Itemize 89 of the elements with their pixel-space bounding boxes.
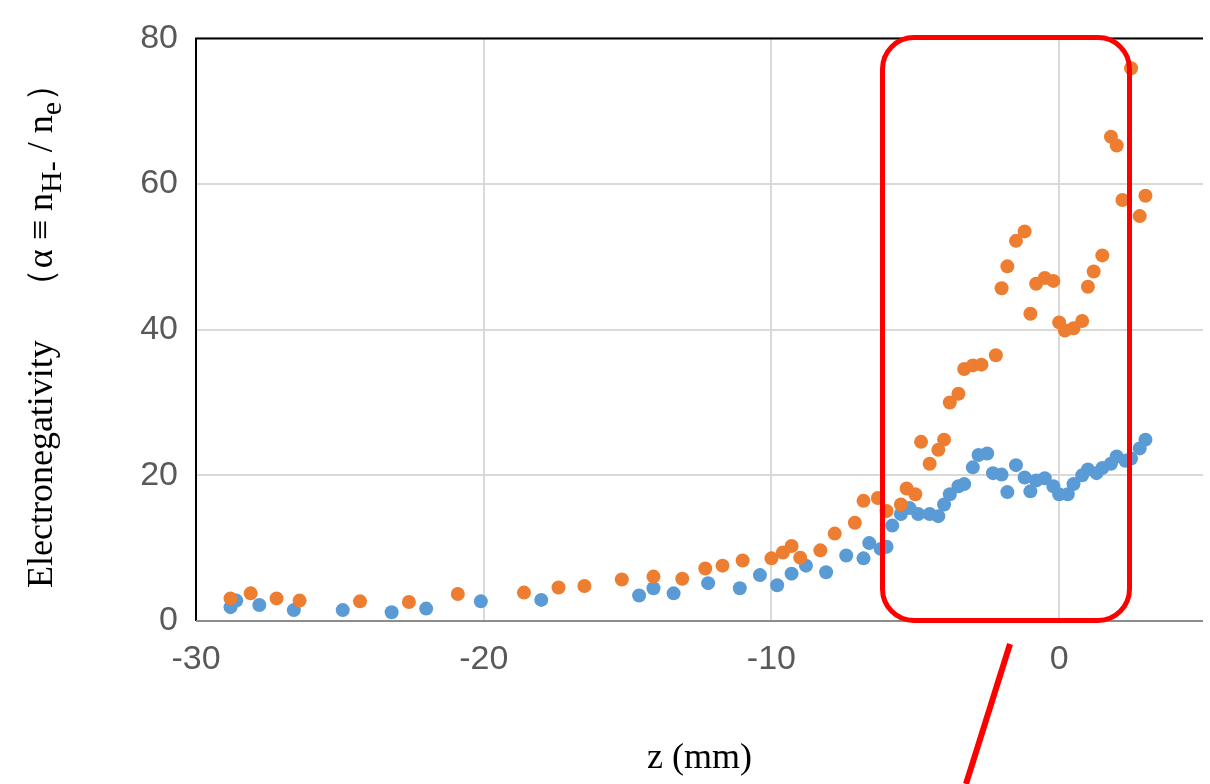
point [931,442,946,457]
point [384,605,399,620]
point [732,581,747,596]
point [1023,484,1038,499]
point [666,586,681,601]
point [1080,279,1095,294]
point [839,548,854,563]
point [1066,477,1081,492]
point [715,558,730,573]
point [770,578,785,593]
point [847,515,862,530]
point [911,506,926,521]
y-tick-label: 80 [140,16,178,55]
point [942,487,957,502]
point [419,601,434,616]
point [819,565,834,580]
point [937,497,952,512]
point [632,588,647,603]
point [1037,471,1052,486]
point [1138,188,1153,203]
point [994,281,1009,296]
x-axis-title: z (mm) [647,735,752,776]
point [516,585,531,600]
point [1095,248,1110,263]
point [473,594,488,609]
y-tick-label: 60 [140,162,178,201]
point [269,591,284,606]
point [1008,233,1023,248]
x-tick-label: -30 [171,637,221,676]
point [862,536,877,551]
point [784,538,799,553]
point [1008,458,1023,473]
point [764,551,779,566]
point [942,395,957,410]
point [335,603,350,618]
point [937,432,952,447]
point [974,357,989,372]
point [885,518,900,533]
point [931,509,946,524]
point [784,566,799,581]
point [1046,273,1061,288]
point [908,487,923,502]
point [353,594,367,609]
point [646,569,661,584]
point [1086,264,1101,279]
x-tick-label: -10 [746,637,796,676]
point [292,593,307,608]
point [856,493,871,508]
point [401,595,416,610]
point [856,551,871,566]
y-tick-label: 20 [140,453,178,492]
point [450,587,465,602]
point [980,446,995,461]
point [534,592,549,607]
point [1000,485,1015,500]
point [1109,138,1124,153]
point [223,591,238,606]
point [752,568,767,583]
point [1017,224,1032,239]
point [1023,306,1038,321]
point [793,550,808,565]
point [1138,432,1153,447]
point [813,543,828,558]
x-tick-label: 0 [1049,637,1069,676]
y-tick-label: 40 [140,308,178,347]
point [994,467,1009,482]
point [965,460,980,475]
y-tick-label: 0 [159,599,178,638]
point [735,553,750,568]
point [646,581,661,596]
point [922,456,937,471]
point [252,597,267,612]
point [827,526,842,541]
point [988,348,1003,363]
point [1075,313,1090,328]
x-tick-label: -20 [459,637,509,676]
point [893,497,908,512]
point [551,580,566,595]
point [951,386,966,401]
point [243,586,258,601]
point [577,579,592,594]
point [957,477,972,492]
point [914,434,929,449]
point [1132,209,1147,224]
point [701,576,716,591]
point [675,571,690,586]
point [698,561,713,576]
point [1000,259,1015,274]
point [614,572,629,587]
